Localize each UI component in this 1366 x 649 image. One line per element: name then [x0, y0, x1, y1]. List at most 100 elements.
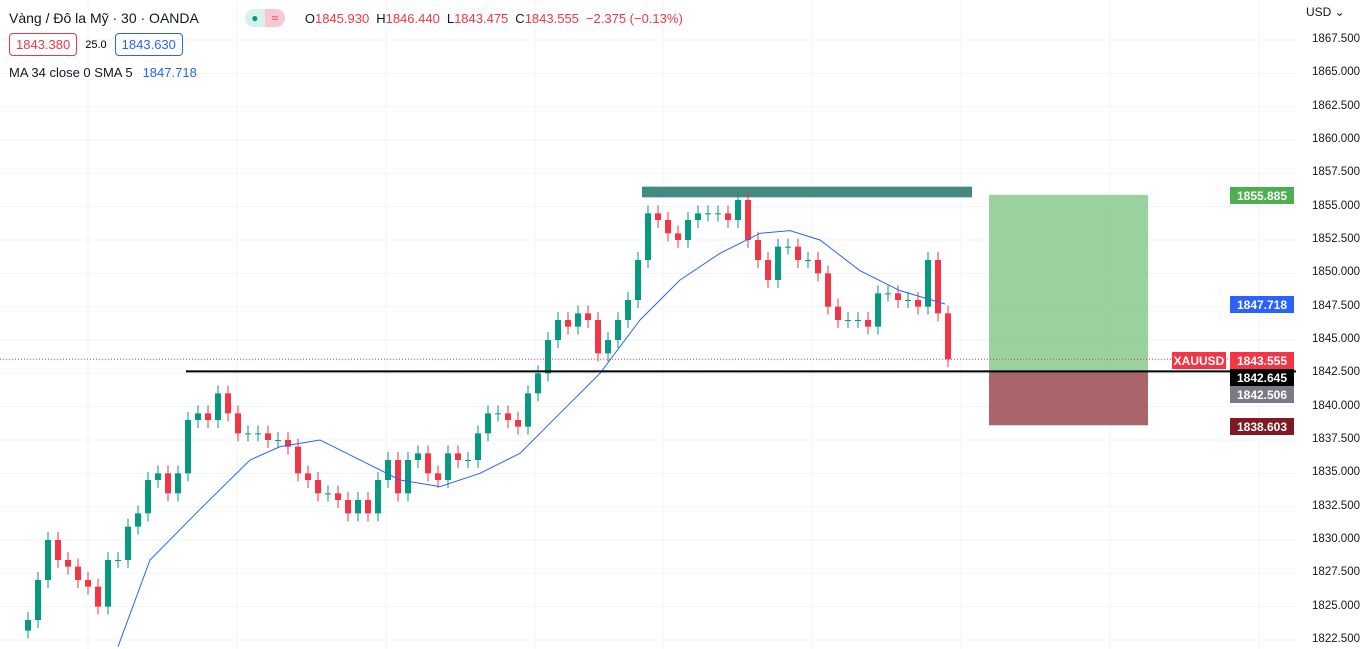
candle-body: [655, 213, 661, 220]
y-tick-label: 1862.500: [1312, 99, 1360, 112]
candle-body: [555, 319, 561, 340]
candle-body: [55, 539, 61, 560]
candle-body: [395, 459, 401, 494]
y-tick-label: 1860.000: [1312, 132, 1360, 145]
resistance-zone: [642, 186, 972, 198]
candle-body: [765, 259, 771, 280]
candle-body: [615, 319, 621, 340]
candle-body: [465, 459, 471, 461]
y-tick-label: 1840.000: [1312, 399, 1360, 412]
candle-body: [815, 259, 821, 274]
y-tick-label: 1865.000: [1312, 66, 1360, 79]
ma-line: [117, 230, 946, 647]
candle-body: [85, 579, 91, 587]
candle-body: [605, 339, 611, 354]
candle-body: [355, 499, 361, 514]
candle-body: [835, 306, 841, 320]
stop-price-tag: 1838.603: [1230, 418, 1294, 435]
candle-body: [915, 299, 921, 307]
candle-body: [545, 339, 551, 374]
y-tick-label: 1842.500: [1312, 366, 1360, 379]
open-market-icon: ●: [244, 9, 265, 27]
y-tick-label: 1867.500: [1312, 33, 1360, 45]
candle-body: [825, 273, 831, 307]
candle-body: [525, 393, 531, 427]
candle-body: [415, 453, 421, 460]
candle-body: [375, 479, 381, 514]
line-price-tag: 1842.645: [1230, 369, 1294, 386]
ma-price-tag: 1847.718: [1230, 296, 1294, 313]
candle-body: [535, 373, 541, 394]
candle-body: [905, 299, 911, 301]
candle-body: [175, 473, 181, 494]
last-price-tag: 1843.555: [1230, 352, 1294, 369]
chart-header: Vàng / Đô la Mỹ · 30 · OANDA ● ≈ O1845.93…: [9, 9, 690, 27]
y-tick-label: 1845.000: [1312, 332, 1360, 345]
candle-body: [515, 419, 521, 427]
sell-button[interactable]: 1843.380: [9, 33, 78, 56]
y-tick-label: 1832.500: [1312, 499, 1360, 512]
y-tick-label: 1855.000: [1312, 199, 1360, 212]
candle-body: [445, 453, 451, 480]
candle-body: [365, 499, 371, 514]
candle-body: [115, 559, 121, 561]
symbol-tag: XAUUSD: [1172, 352, 1226, 369]
candle-body: [695, 213, 701, 220]
market-status[interactable]: ● ≈: [244, 9, 285, 27]
candle-body: [925, 259, 931, 307]
candle-body: [235, 413, 241, 434]
candle-body: [225, 393, 231, 414]
candle-body: [485, 413, 491, 434]
candle-body: [735, 199, 741, 220]
y-tick-label: 1852.500: [1312, 232, 1360, 245]
y-tick-label: 1830.000: [1312, 532, 1360, 545]
candle-body: [685, 219, 691, 240]
buy-button[interactable]: 1843.630: [114, 33, 183, 56]
candle-body: [275, 439, 281, 441]
candle-body: [255, 433, 261, 435]
candle-body: [775, 246, 781, 280]
candle-body: [875, 293, 881, 327]
candle-body: [855, 319, 861, 321]
candle-body: [675, 233, 681, 240]
candle-body: [435, 473, 441, 480]
candle-body: [315, 479, 321, 494]
candle-body: [845, 319, 851, 321]
change: −2.375 (−0.13%): [585, 10, 683, 26]
candle-body: [715, 213, 721, 215]
currency-selector[interactable]: USD ⌄: [1306, 5, 1345, 19]
candle-body: [945, 313, 951, 360]
candle-body: [245, 433, 251, 435]
candle-body: [65, 559, 71, 567]
candle-body: [885, 293, 891, 295]
y-tick-label: 1847.500: [1312, 299, 1360, 312]
candle-body: [325, 493, 331, 495]
candle-body: [135, 513, 141, 527]
y-tick-label: 1850.000: [1312, 266, 1360, 279]
candle-body: [305, 473, 311, 480]
candle-body: [335, 493, 341, 500]
candle-body: [75, 566, 81, 580]
candle-body: [665, 219, 671, 234]
candle-body: [155, 473, 161, 480]
candle-body: [865, 319, 871, 327]
candle-body: [725, 213, 731, 220]
candle-body: [585, 313, 591, 320]
candle-body: [105, 559, 111, 607]
candle-body: [635, 259, 641, 300]
y-tick-label: 1822.500: [1312, 632, 1360, 645]
candle-body: [35, 579, 41, 620]
candle-body: [195, 413, 201, 420]
candle-body: [405, 459, 411, 494]
ma-legend[interactable]: MA 34 close 0 SMA 5 1847.718: [9, 65, 197, 80]
ohlc-values: O1845.930 H1846.440 L1843.475 C1843.555 −2.3…: [304, 10, 683, 26]
y-tick-label: 1835.000: [1312, 466, 1360, 479]
candle-body: [475, 433, 481, 460]
candle-body: [295, 446, 301, 474]
candle-body: [755, 239, 761, 260]
candle-body: [205, 413, 211, 420]
candle-body: [495, 413, 501, 415]
candle-body: [595, 319, 601, 354]
symbol-title[interactable]: Vàng / Đô la Mỹ · 30 · OANDA: [9, 10, 199, 26]
